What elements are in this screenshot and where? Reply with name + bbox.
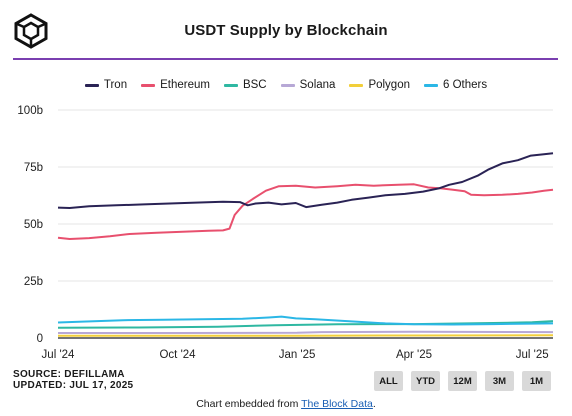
updated-text: UPDATED: JUL 17, 2025	[13, 380, 134, 391]
legend-label: BSC	[242, 79, 267, 91]
legend-item-solana[interactable]: Solana	[280, 79, 336, 91]
legend-swatch	[349, 83, 364, 87]
range-12m-button[interactable]: 12M	[448, 371, 477, 391]
source-text: SOURCE: DEFILLAMA	[13, 369, 125, 380]
legend-swatch	[84, 83, 99, 87]
series-line-solana	[58, 330, 554, 334]
legend-swatch	[141, 83, 156, 87]
x-tick-label: Jan '25	[279, 349, 316, 361]
series-line-bsc	[57, 320, 554, 329]
range-buttons: ALL YTD 12M 3M 1M	[374, 371, 551, 391]
x-tick-label: Apr '25	[396, 349, 432, 361]
x-tick-label: Oct '24	[159, 349, 196, 361]
y-tick-label: 100b	[17, 105, 43, 117]
y-tick-label: 0	[37, 333, 43, 345]
legend-item-bsc[interactable]: BSC	[223, 79, 267, 91]
range-1m-button[interactable]: 1M	[522, 371, 551, 391]
chart-header: USDT Supply by Blockchain	[0, 0, 572, 60]
legend-label: 6 Others	[443, 79, 488, 91]
legend-item-tron[interactable]: Tron	[84, 79, 128, 91]
chart-legend: Tron Ethereum BSC Solana Polygon 6 Other…	[0, 79, 572, 91]
the-block-logo-icon	[14, 13, 48, 49]
legend-swatch	[280, 83, 295, 87]
range-3m-button[interactable]: 3M	[485, 371, 514, 391]
series-line-ethereum	[57, 183, 554, 240]
series-line-tron	[57, 152, 554, 209]
range-all-button[interactable]: ALL	[374, 371, 403, 391]
legend-label: Solana	[299, 79, 336, 91]
embed-suffix: .	[372, 398, 376, 410]
legend-item-polygon[interactable]: Polygon	[349, 79, 410, 91]
legend-item-6-others[interactable]: 6 Others	[424, 79, 487, 91]
range-ytd-button[interactable]: YTD	[411, 371, 440, 391]
the-block-data-link[interactable]: The Block Data	[301, 398, 373, 410]
chart-title: USDT Supply by Blockchain	[184, 22, 388, 39]
footer-source: SOURCE: DEFILLAMA UPDATED: JUL 17, 2025	[13, 369, 133, 391]
legend-swatch	[424, 83, 438, 87]
title-divider	[13, 58, 558, 60]
x-tick-label: Jul '25	[516, 349, 549, 361]
x-tick-label: Jul '24	[42, 349, 75, 361]
legend-label: Polygon	[368, 79, 410, 91]
line-chart: 0 25b 50b 75b 100b Jul '24 Oct '24 Jan '25 Apr '…	[17, 105, 554, 361]
embed-prefix: Chart embedded from	[196, 398, 302, 410]
legend-swatch	[223, 83, 238, 87]
embed-note: Chart embedded from The Block Data.	[0, 398, 572, 410]
y-tick-label: 50b	[24, 219, 43, 231]
legend-label: Ethereum	[160, 79, 210, 91]
legend-label: Tron	[103, 79, 128, 91]
y-tick-label: 25b	[24, 276, 43, 288]
legend-item-ethereum[interactable]: Ethereum	[141, 79, 210, 91]
series-line-6-others	[57, 315, 554, 326]
y-tick-label: 75b	[24, 162, 43, 174]
